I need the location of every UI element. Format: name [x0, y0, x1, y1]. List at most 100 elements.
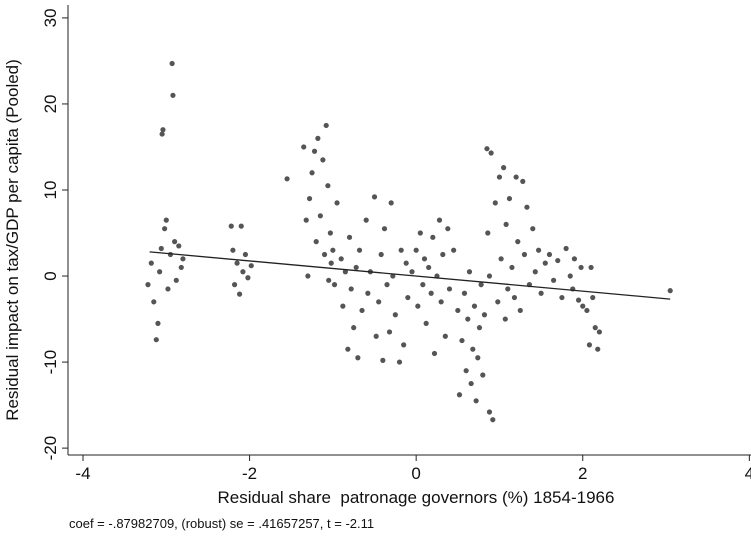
- point: [498, 256, 504, 262]
- point: [380, 357, 386, 363]
- point: [509, 264, 515, 271]
- point: [301, 144, 307, 150]
- point: [513, 174, 519, 180]
- point: [440, 251, 446, 258]
- point: [480, 372, 486, 378]
- point: [588, 264, 594, 271]
- y-tick-label: -20: [41, 436, 60, 461]
- point: [486, 273, 493, 279]
- x-tick-label: 4: [745, 464, 751, 483]
- point: [328, 260, 334, 266]
- point: [405, 294, 411, 301]
- x-tick-label: 2: [578, 464, 587, 483]
- y-tick-label: 0: [41, 271, 60, 280]
- point: [459, 337, 465, 344]
- point: [524, 204, 530, 210]
- point: [165, 286, 171, 292]
- point: [236, 291, 243, 297]
- point: [353, 264, 359, 271]
- point: [169, 60, 175, 67]
- point: [401, 342, 407, 348]
- y-tick-label: 10: [41, 181, 60, 200]
- point: [365, 290, 371, 296]
- point: [172, 239, 178, 245]
- point: [520, 178, 526, 184]
- point: [481, 312, 488, 318]
- point: [417, 230, 423, 236]
- point: [488, 150, 494, 156]
- point: [317, 213, 323, 219]
- point: [438, 299, 444, 305]
- point: [386, 329, 393, 335]
- point: [331, 282, 338, 288]
- point: [334, 200, 340, 206]
- point: [475, 355, 481, 361]
- point: [376, 299, 382, 305]
- note: coef = -.87982709, (robust) se = .416572…: [69, 516, 374, 531]
- point: [595, 346, 601, 352]
- point: [485, 230, 491, 236]
- point: [327, 230, 333, 236]
- point: [421, 256, 428, 262]
- y-tick-label: 20: [41, 94, 60, 113]
- point: [586, 342, 593, 348]
- y-axis-title: Residual impact on tax/GDP per capita (P…: [3, 59, 22, 421]
- x-tick-label: -4: [75, 464, 90, 483]
- point: [563, 245, 569, 252]
- point: [311, 148, 318, 154]
- point: [153, 337, 159, 343]
- point: [575, 297, 582, 303]
- point: [231, 282, 238, 288]
- point: [390, 273, 396, 279]
- point: [596, 329, 603, 335]
- point: [505, 286, 511, 292]
- point: [430, 234, 436, 240]
- point: [330, 247, 336, 253]
- point: [456, 392, 463, 398]
- point: [501, 165, 507, 171]
- point: [359, 307, 365, 314]
- point: [398, 247, 404, 253]
- point: [238, 223, 244, 229]
- point: [538, 290, 544, 296]
- point: [446, 286, 453, 292]
- point: [326, 277, 332, 283]
- point: [502, 316, 508, 322]
- point: [506, 195, 513, 202]
- point: [371, 194, 378, 200]
- point: [490, 417, 496, 423]
- point: [325, 183, 331, 189]
- point: [428, 290, 434, 296]
- point: [363, 217, 369, 223]
- point: [445, 226, 451, 232]
- point: [342, 269, 348, 275]
- fit-line: [149, 251, 671, 300]
- point: [515, 239, 521, 245]
- point: [584, 307, 590, 314]
- point: [473, 398, 479, 404]
- point: [451, 247, 457, 253]
- point: [466, 269, 473, 275]
- point: [486, 409, 493, 415]
- point: [496, 174, 503, 180]
- point: [478, 282, 484, 288]
- point: [148, 260, 154, 266]
- point: [245, 275, 251, 281]
- point: [157, 269, 163, 275]
- point: [180, 256, 186, 262]
- point: [145, 282, 151, 288]
- point: [230, 247, 236, 253]
- point: [351, 325, 357, 331]
- point: [465, 316, 471, 322]
- point: [151, 299, 157, 305]
- point: [578, 264, 584, 271]
- point: [455, 307, 461, 314]
- point: [532, 269, 538, 275]
- point: [492, 200, 498, 206]
- point: [155, 320, 161, 326]
- point: [159, 131, 165, 137]
- point: [420, 282, 426, 288]
- point: [388, 200, 394, 206]
- point: [309, 170, 315, 176]
